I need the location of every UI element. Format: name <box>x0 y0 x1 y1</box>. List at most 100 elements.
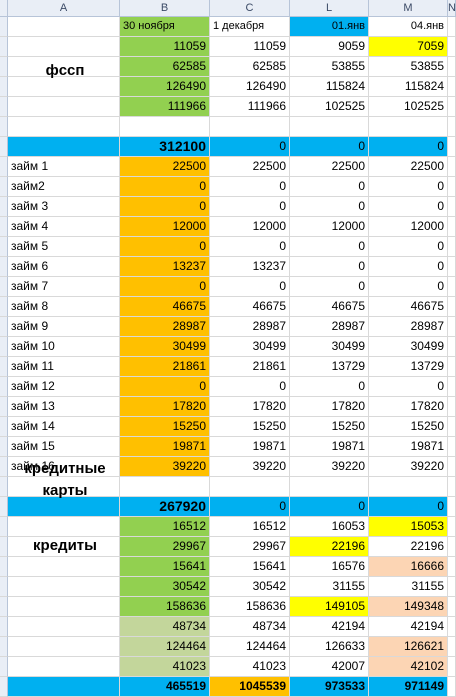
cell-c[interactable]: 0 <box>210 237 290 257</box>
row-header[interactable] <box>0 577 8 597</box>
row-header[interactable] <box>0 257 8 277</box>
cell-n[interactable] <box>448 137 456 157</box>
cell-a[interactable] <box>8 117 120 137</box>
cell-m[interactable]: 53855 <box>369 57 448 77</box>
cell-l[interactable]: 13729 <box>290 357 369 377</box>
cell-a[interactable] <box>8 37 120 57</box>
row-header[interactable] <box>0 417 8 437</box>
loan-name[interactable]: займ 8 <box>8 297 120 317</box>
cell-l[interactable]: 53855 <box>290 57 369 77</box>
cell-c[interactable]: 15641 <box>210 557 290 577</box>
col-header-a[interactable]: A <box>8 0 120 16</box>
cell-l[interactable]: 0 <box>290 257 369 277</box>
cell-a[interactable] <box>8 517 120 537</box>
cell-l[interactable] <box>290 477 369 497</box>
cell-l[interactable]: 46675 <box>290 297 369 317</box>
cell-a[interactable] <box>8 597 120 617</box>
row-header[interactable] <box>0 17 8 37</box>
cell-l[interactable]: 19871 <box>290 437 369 457</box>
row-header[interactable] <box>0 377 8 397</box>
cell-n[interactable] <box>448 117 456 137</box>
cell-n[interactable] <box>448 457 456 477</box>
cell-c[interactable]: 124464 <box>210 637 290 657</box>
cell-n[interactable] <box>448 277 456 297</box>
row-header[interactable] <box>0 557 8 577</box>
row-header[interactable] <box>0 217 8 237</box>
row-header[interactable] <box>0 57 8 77</box>
col-header-b[interactable]: B <box>120 0 210 16</box>
cell-b[interactable]: 30499 <box>120 337 210 357</box>
cell-b[interactable] <box>120 477 210 497</box>
cell-l[interactable]: 149105 <box>290 597 369 617</box>
cell-c[interactable]: 111966 <box>210 97 290 117</box>
cell-c[interactable]: 16512 <box>210 517 290 537</box>
cell-b[interactable]: 46675 <box>120 297 210 317</box>
col-header-n[interactable]: N <box>448 0 456 16</box>
loan-name[interactable]: займ 1 <box>8 157 120 177</box>
cell-c[interactable]: 30499 <box>210 337 290 357</box>
loan-name[interactable]: займ 3 <box>8 197 120 217</box>
row-header[interactable] <box>0 357 8 377</box>
cell-n[interactable] <box>448 617 456 637</box>
cell-b[interactable]: 0 <box>120 277 210 297</box>
cell-l[interactable]: 12000 <box>290 217 369 237</box>
loan-name[interactable]: займ 12 <box>8 377 120 397</box>
cell-a[interactable] <box>8 617 120 637</box>
cell-m[interactable]: 30499 <box>369 337 448 357</box>
cell-l[interactable]: 0 <box>290 197 369 217</box>
cell-c[interactable]: 0 <box>210 277 290 297</box>
cell-m[interactable]: 17820 <box>369 397 448 417</box>
cell-c[interactable] <box>210 477 290 497</box>
cell-a[interactable] <box>8 477 120 497</box>
cell-c[interactable]: 21861 <box>210 357 290 377</box>
cell-m[interactable] <box>369 117 448 137</box>
cell-c[interactable]: 22500 <box>210 157 290 177</box>
row-header[interactable] <box>0 497 8 517</box>
cell-c[interactable]: 126490 <box>210 77 290 97</box>
cell-m[interactable]: 22500 <box>369 157 448 177</box>
cell-l[interactable]: 31155 <box>290 577 369 597</box>
cell-n[interactable] <box>448 377 456 397</box>
cell-n[interactable] <box>448 297 456 317</box>
cell-l[interactable] <box>290 117 369 137</box>
cell-b[interactable]: 15250 <box>120 417 210 437</box>
row-header[interactable] <box>0 677 8 697</box>
cell-b[interactable]: 158636 <box>120 597 210 617</box>
cell-l[interactable]: 39220 <box>290 457 369 477</box>
cell-l[interactable]: 42194 <box>290 617 369 637</box>
cell-b[interactable]: 0 <box>120 197 210 217</box>
cell-n[interactable] <box>448 557 456 577</box>
cell-m[interactable]: 42194 <box>369 617 448 637</box>
cell-c[interactable]: 0 <box>210 177 290 197</box>
cell-a[interactable] <box>8 657 120 677</box>
cell-l[interactable]: 16053 <box>290 517 369 537</box>
cell-m[interactable]: 0 <box>369 257 448 277</box>
cell-n[interactable] <box>448 437 456 457</box>
row-header[interactable] <box>0 117 8 137</box>
cell-m[interactable]: 28987 <box>369 317 448 337</box>
cell-n[interactable] <box>448 257 456 277</box>
cell-b[interactable]: 21861 <box>120 357 210 377</box>
cell-m[interactable]: 0 <box>369 197 448 217</box>
cell-a[interactable] <box>8 677 120 697</box>
cell-c[interactable]: 39220 <box>210 457 290 477</box>
row-header[interactable] <box>0 477 8 497</box>
loan-name[interactable]: займ 14 <box>8 417 120 437</box>
cell-a[interactable] <box>8 637 120 657</box>
cell-a[interactable] <box>8 97 120 117</box>
cell-m[interactable]: 15250 <box>369 417 448 437</box>
row-header[interactable] <box>0 597 8 617</box>
cell-b[interactable]: 12000 <box>120 217 210 237</box>
cell-l[interactable]: 16576 <box>290 557 369 577</box>
cell-l[interactable]: 22500 <box>290 157 369 177</box>
loan-name[interactable]: займ 10 <box>8 337 120 357</box>
cell-l[interactable]: 126633 <box>290 637 369 657</box>
cell-l[interactable]: 17820 <box>290 397 369 417</box>
cell-c[interactable]: 13237 <box>210 257 290 277</box>
header-date-m[interactable]: 04.янв <box>369 17 448 37</box>
cell-l[interactable]: 9059 <box>290 37 369 57</box>
cell-m[interactable]: 46675 <box>369 297 448 317</box>
cell-m[interactable]: 7059 <box>369 37 448 57</box>
cell-m[interactable]: 16666 <box>369 557 448 577</box>
cell-b[interactable]: 17820 <box>120 397 210 417</box>
